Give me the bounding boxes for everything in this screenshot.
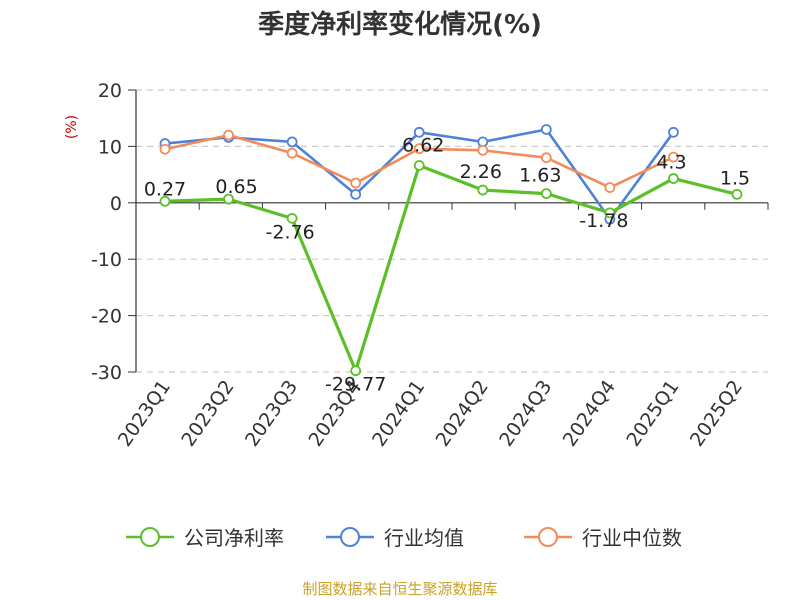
data-point [477,184,489,196]
x-tick-label: 2025Q2 [686,376,747,450]
series-layer [159,124,743,377]
data-point [286,136,298,148]
data-point [604,207,616,219]
data-label: 6.62 [402,134,444,156]
data-point [413,143,425,155]
data-point [350,177,362,189]
legend: 公司净利率 行业均值 行业中位数 [126,526,682,550]
data-point [731,188,743,200]
x-tick-label: 2023Q1 [114,376,175,450]
data-point [159,143,171,155]
y-tick-label: 0 [110,193,122,215]
data-label: 1.63 [519,165,561,187]
source-note: 制图数据来自恒生聚源数据库 [302,580,497,598]
data-point [668,173,679,184]
data-point [159,195,171,207]
data-label: 2.26 [460,161,502,183]
legend-label: 公司净利率 [184,526,284,550]
data-point [286,212,298,224]
data-label: -29.77 [325,374,386,396]
data-label: -1.78 [579,210,628,232]
x-tick-label: 2024Q4 [559,376,620,450]
data-label: 0.65 [215,176,257,198]
data-point [413,126,425,138]
data-point [477,144,489,156]
data-point [413,160,425,171]
data-point [668,126,679,138]
x-tick-label: 2023Q3 [241,376,302,450]
data-label: 0.27 [144,178,186,200]
y-axis-label: (%) [64,115,80,139]
data-label: -2.76 [266,221,315,243]
data-point [223,193,234,205]
data-point [286,147,298,159]
data-point [604,182,616,193]
chart-title: 季度净利率变化情况(%) [258,9,542,40]
data-point [540,124,552,135]
legend-label: 行业均值 [384,526,464,550]
y-tick-label: 20 [98,80,122,102]
data-point [668,151,679,163]
y-tick-label: -10 [91,249,122,271]
data-labels: 0.27 0.65 -2.76 -29.77 6.62 2.26 1.63 -1.78 4.3 1… [144,134,750,395]
legend-label: 行业中位数 [582,526,682,550]
x-tick-label: 2023Q2 [177,376,238,450]
legend-marker [538,527,558,547]
data-point [350,365,362,377]
x-tick-label: 2024Q2 [432,376,493,450]
y-tick-label: -20 [91,306,122,328]
data-label: 1.5 [720,167,750,189]
series-line [164,163,738,373]
data-label: 4.3 [656,152,686,174]
y-tick-label: 10 [98,136,122,158]
data-point [540,188,552,200]
legend-marker [140,527,160,547]
x-tick-label: 2025Q1 [622,376,683,450]
x-tick-label: 2024Q3 [495,376,556,450]
data-point [540,152,552,164]
data-point [350,188,362,200]
legend-marker [340,527,360,547]
y-tick-label: -30 [91,362,122,384]
data-point [223,129,234,141]
